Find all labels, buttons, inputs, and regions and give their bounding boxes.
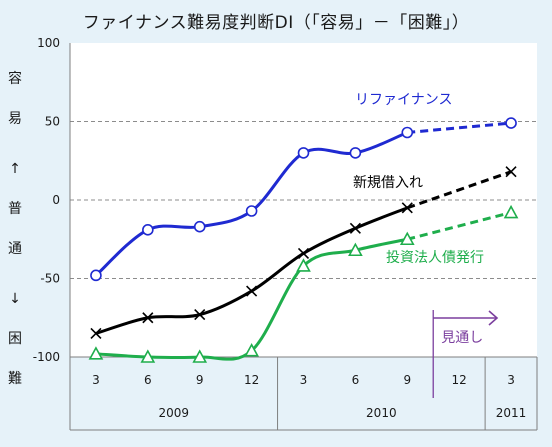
data-point bbox=[401, 202, 413, 214]
y-axis-label: 容易 ↑ 普通 ↓ 困難 bbox=[4, 72, 26, 386]
y-axis-label-char: 難 bbox=[8, 371, 22, 387]
data-point bbox=[194, 309, 206, 321]
y-axis-label-char: 通 bbox=[8, 241, 22, 257]
data-point bbox=[349, 222, 361, 234]
x-tick-label: 6 bbox=[144, 373, 152, 387]
x-tick-label: 12 bbox=[452, 373, 467, 387]
forecast-label: 見通し bbox=[441, 330, 483, 346]
y-axis-label-char: 容 bbox=[8, 71, 22, 87]
series-forecast-line bbox=[407, 121, 512, 134]
x-year-label: 2009 bbox=[159, 406, 190, 420]
y-tick-label: 100 bbox=[37, 36, 60, 50]
data-point bbox=[244, 343, 259, 357]
data-point bbox=[296, 258, 311, 272]
x-tick-label: 12 bbox=[244, 373, 259, 387]
series-forecast-line bbox=[406, 170, 512, 210]
y-tick-label: -100 bbox=[33, 350, 60, 364]
data-point bbox=[349, 147, 362, 159]
x-tick-label: 3 bbox=[507, 373, 515, 387]
data-point bbox=[503, 204, 519, 219]
data-point bbox=[246, 285, 258, 297]
data-point bbox=[192, 349, 208, 363]
forecast-arrowhead bbox=[488, 310, 499, 326]
series-label: リファイナンス bbox=[355, 92, 452, 108]
x-year-label: 2011 bbox=[496, 406, 527, 420]
series-label: 投資法人債発行 bbox=[386, 250, 484, 266]
y-axis-label-char: ↑ bbox=[9, 161, 21, 177]
x-year-label: 2010 bbox=[366, 406, 397, 420]
data-point bbox=[88, 346, 104, 360]
data-point bbox=[140, 349, 156, 363]
series-forecast-line bbox=[406, 211, 512, 241]
data-point bbox=[505, 166, 517, 178]
series-label: 新規借入れ bbox=[353, 175, 423, 191]
data-point bbox=[297, 247, 310, 259]
y-axis-label-char: 困 bbox=[8, 331, 22, 347]
data-point bbox=[90, 269, 102, 282]
x-tick-label: 9 bbox=[196, 373, 204, 387]
x-tick-label: 3 bbox=[92, 373, 100, 387]
y-tick-label: 0 bbox=[52, 193, 60, 207]
data-point bbox=[142, 312, 154, 324]
data-point bbox=[297, 147, 310, 159]
y-tick-label: 50 bbox=[45, 115, 60, 129]
data-point bbox=[245, 205, 258, 217]
x-tick-label: 3 bbox=[300, 373, 308, 387]
data-point bbox=[505, 117, 517, 129]
y-axis-label-char: ↓ bbox=[9, 291, 21, 307]
data-point bbox=[401, 126, 414, 139]
x-tick-label: 9 bbox=[403, 373, 411, 387]
y-axis-label-char: 易 bbox=[8, 111, 22, 127]
data-point bbox=[90, 327, 102, 340]
data-point bbox=[399, 231, 415, 246]
data-point bbox=[193, 220, 206, 233]
y-tick-label: -50 bbox=[40, 272, 60, 286]
chart-title: ファイナンス難易度判断DI（「容易」－「困難」） bbox=[82, 13, 470, 33]
data-point bbox=[142, 224, 154, 236]
x-tick-label: 6 bbox=[352, 373, 360, 387]
y-axis-label-char: 普 bbox=[8, 201, 22, 217]
data-point bbox=[348, 242, 363, 257]
